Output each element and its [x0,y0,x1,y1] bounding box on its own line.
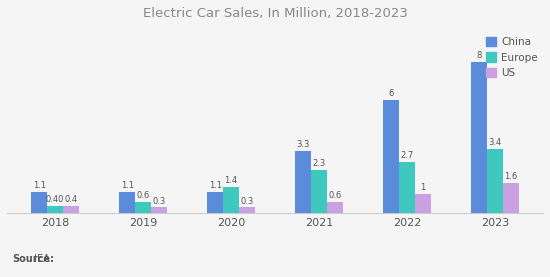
Bar [295,151,311,213]
Text: 1: 1 [420,183,425,192]
Text: 0.6: 0.6 [328,191,342,200]
Bar [487,149,503,213]
Bar [399,162,415,213]
Bar [119,192,135,213]
Bar [471,62,487,213]
Bar [415,194,431,213]
Bar [327,202,343,213]
Text: 1.1: 1.1 [120,181,134,191]
Text: 0.4: 0.4 [64,195,78,204]
Text: 6: 6 [388,89,394,98]
Bar [31,192,47,213]
Bar [207,192,223,213]
Bar [47,206,63,213]
Text: 8: 8 [476,51,482,60]
Text: 1.1: 1.1 [208,181,222,191]
Text: 1.4: 1.4 [224,176,238,185]
Text: IEA: IEA [31,254,50,264]
Legend: China, Europe, US: China, Europe, US [486,37,538,78]
Text: 1.1: 1.1 [32,181,46,191]
Text: 2.3: 2.3 [312,159,326,168]
Text: 3.3: 3.3 [296,140,310,149]
Text: 1.6: 1.6 [504,172,518,181]
Text: 3.4: 3.4 [488,138,502,147]
Bar [383,100,399,213]
Bar [151,207,167,213]
Bar [311,170,327,213]
Text: 0.3: 0.3 [240,197,254,206]
Bar [503,183,519,213]
Title: Electric Car Sales, In Million, 2018-2023: Electric Car Sales, In Million, 2018-202… [142,7,408,20]
Text: 0.3: 0.3 [152,197,166,206]
Text: 0.40: 0.40 [46,195,64,204]
Bar [223,187,239,213]
Text: 2.7: 2.7 [400,151,414,160]
Bar [135,202,151,213]
Bar [239,207,255,213]
Text: Source:: Source: [12,254,54,264]
Text: 0.6: 0.6 [136,191,150,200]
Bar [63,206,79,213]
